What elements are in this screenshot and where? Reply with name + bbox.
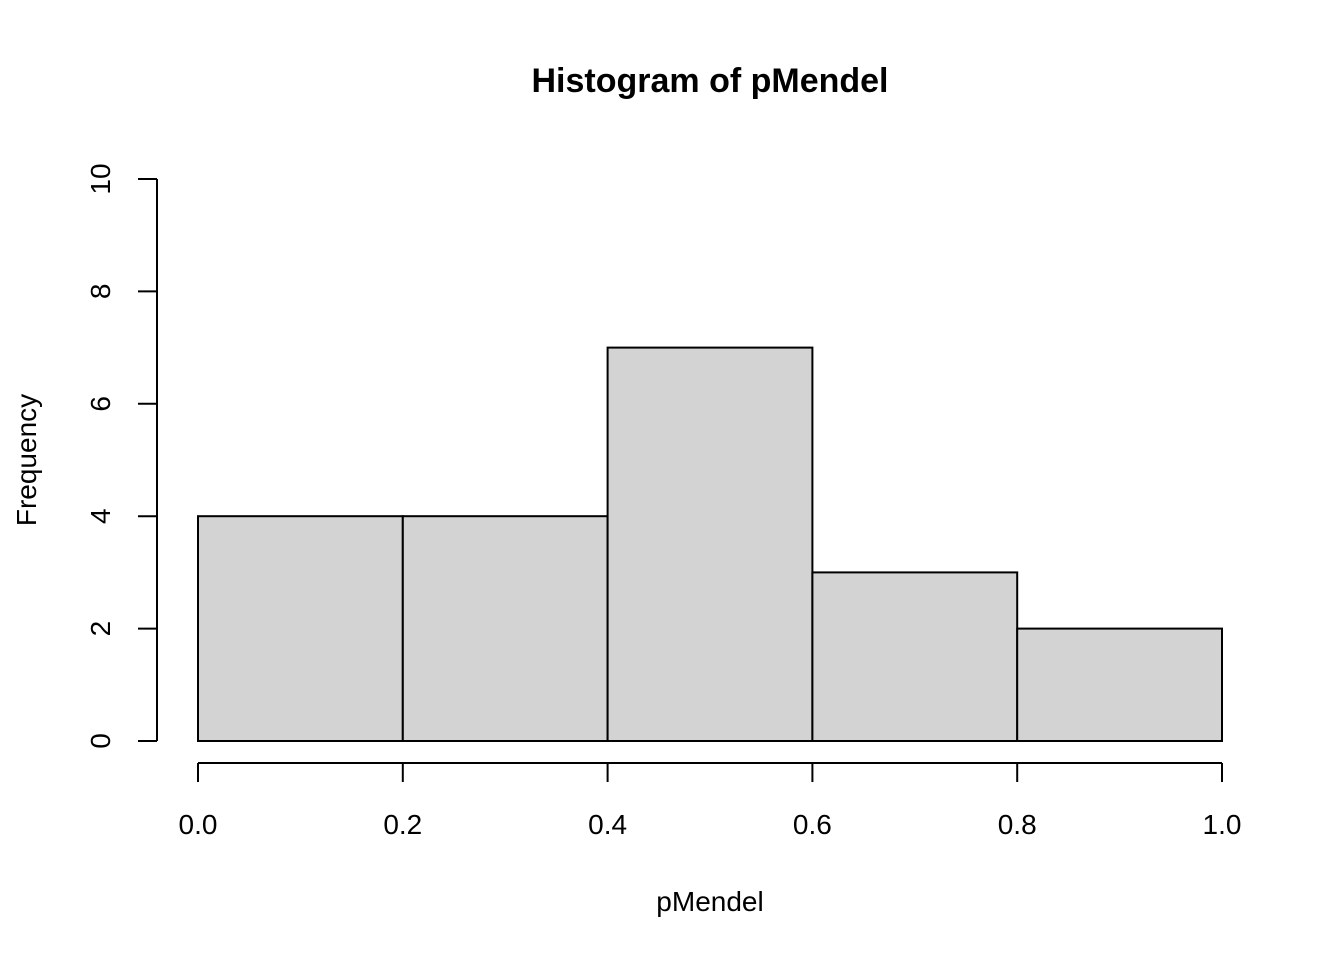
y-tick-label-5: 10 xyxy=(85,163,116,194)
histogram-bar-2 xyxy=(606,346,814,742)
y-tick-label-0: 0 xyxy=(85,733,116,749)
x-tick-label-0: 0.0 xyxy=(179,809,218,840)
histogram-bar-3 xyxy=(811,571,1019,743)
histogram-bar-1 xyxy=(401,515,609,743)
x-tick-label-1: 0.2 xyxy=(383,809,422,840)
x-tick-label-5: 1.0 xyxy=(1203,809,1242,840)
x-tick-label-2: 0.4 xyxy=(588,809,627,840)
x-tick-label-3: 0.6 xyxy=(793,809,832,840)
chart-title: Histogram of pMendel xyxy=(531,62,888,100)
x-axis: 0.0 0.2 0.4 0.6 0.8 1.0 xyxy=(179,762,1242,840)
histogram-bar-4 xyxy=(1016,627,1224,742)
bars-group xyxy=(197,346,1224,743)
y-axis: 0 2 4 6 8 10 xyxy=(85,163,158,749)
y-tick-label-1: 2 xyxy=(85,621,116,637)
histogram-bar-0 xyxy=(197,515,404,743)
x-tick-label-4: 0.8 xyxy=(998,809,1037,840)
y-tick-label-2: 4 xyxy=(85,508,116,524)
y-axis-label: Frequency xyxy=(11,394,42,526)
x-axis-label: pMendel xyxy=(656,886,763,917)
y-tick-label-4: 8 xyxy=(85,284,116,300)
y-tick-label-3: 6 xyxy=(85,396,116,412)
